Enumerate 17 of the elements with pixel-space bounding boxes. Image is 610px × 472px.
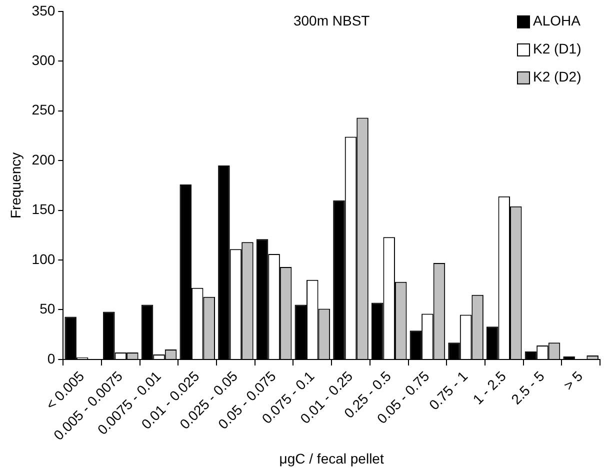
legend-label: ALOHA: [533, 12, 582, 28]
x-tick-label: 1 - 2.5: [470, 368, 510, 408]
y-tick-label: 250: [32, 102, 56, 118]
x-tick-label: > 5: [560, 368, 586, 394]
chart-title: 300m NBST: [293, 12, 370, 28]
y-tick-label: 50: [40, 300, 56, 317]
y-tick-label: 350: [32, 2, 56, 18]
legend-label: K2 (D1): [533, 40, 582, 56]
y-tick-label: 150: [32, 201, 56, 218]
legend-label: K2 (D2): [533, 68, 582, 84]
y-tick-label: 300: [32, 52, 56, 68]
y-axis-title: Frequency: [7, 152, 24, 219]
y-tick-label: 200: [32, 151, 56, 168]
x-tick-label: 2.5 - 5: [508, 368, 548, 408]
x-axis-title: μgC / fecal pellet: [279, 450, 384, 466]
y-tick-label: 100: [32, 250, 56, 267]
y-tick-label: 0: [47, 350, 56, 366]
